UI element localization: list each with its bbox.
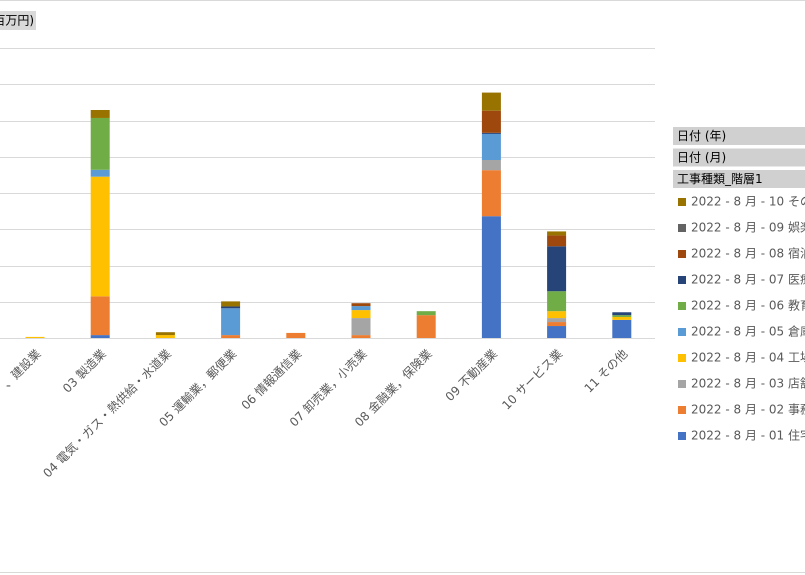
field-button-label[interactable]: 日付 (月) xyxy=(677,151,726,165)
bar-segment xyxy=(481,160,501,171)
bar-segment xyxy=(547,318,567,323)
bar-segment xyxy=(547,326,567,338)
legend-label: 2022 - 8 月 - 07 医療 xyxy=(691,273,805,287)
bar-segment xyxy=(25,336,45,338)
bar-segment xyxy=(221,308,241,336)
legend-label: 2022 - 8 月 - 03 店舗 xyxy=(691,377,805,391)
legend-label: 2022 - 8 月 - 01 住宅 xyxy=(691,428,805,443)
legend-label: 2022 - 8 月 - 05 倉庫 xyxy=(691,324,805,339)
legend-swatch xyxy=(678,406,686,414)
bar-segment xyxy=(90,296,110,336)
bar-segment xyxy=(90,169,110,177)
field-button[interactable] xyxy=(673,127,805,145)
bar-segment xyxy=(612,316,632,320)
legend-label: 2022 - 8 月 - 08 宿泊 xyxy=(691,246,805,261)
bar-segment xyxy=(547,322,567,327)
y-axis-title: 百万円) xyxy=(0,14,34,28)
field-button[interactable] xyxy=(673,148,805,167)
x-tick-label: 03 製造業 xyxy=(60,347,109,396)
legend-label: 2022 - 8 月 - 02 事務 xyxy=(691,403,805,417)
x-tick-label: 、建設業 xyxy=(0,346,44,391)
bar-segment xyxy=(481,133,501,161)
bar-segment xyxy=(351,335,371,338)
legend-swatch xyxy=(678,250,686,258)
bar-segment xyxy=(481,110,501,133)
bar-segment xyxy=(481,170,501,217)
bar-segment xyxy=(612,315,632,317)
field-button[interactable] xyxy=(673,170,805,188)
legend-swatch xyxy=(678,354,686,362)
bar-segment xyxy=(547,235,567,247)
axis-title-box xyxy=(0,11,36,30)
x-tick-label: 04 電気・ガス・熱供給・水道業 xyxy=(40,346,174,480)
legend-swatch xyxy=(678,380,686,388)
x-tick-label: 10 サービス業 xyxy=(499,347,565,413)
bar-segment xyxy=(155,335,175,338)
bar-segment xyxy=(547,246,567,292)
bar-segment xyxy=(547,231,567,236)
legend-label: 2022 - 8 月 - 10 その xyxy=(691,195,805,209)
bar-segment xyxy=(612,319,632,338)
bar-segment xyxy=(221,335,241,338)
legend-swatch xyxy=(678,224,686,232)
bar-segment xyxy=(90,176,110,297)
bar-segment xyxy=(481,132,501,134)
bar-segment xyxy=(90,109,110,118)
bar-segment xyxy=(221,306,241,309)
bar-segment xyxy=(481,92,501,111)
bar-segment xyxy=(416,311,436,316)
bar-segment xyxy=(90,117,110,170)
bar-segment xyxy=(90,335,110,338)
bar-segment xyxy=(547,291,567,312)
bar-segment xyxy=(351,318,371,336)
legend-label: 2022 - 8 月 - 04 工場 xyxy=(691,351,805,365)
bar-segment xyxy=(351,306,371,311)
x-tick-label: 06 情報通信業 xyxy=(239,347,305,413)
bar-segment xyxy=(416,315,436,338)
bar-segment xyxy=(286,332,306,338)
bar-segment xyxy=(221,301,241,307)
legend-swatch xyxy=(678,198,686,206)
legend-swatch xyxy=(678,328,686,336)
bar-segment xyxy=(481,216,501,338)
bar-segment xyxy=(155,332,175,336)
legend-label: 2022 - 8 月 - 06 教育 xyxy=(691,298,805,313)
legend-label: 2022 - 8 月 - 09 娯楽 xyxy=(691,221,805,235)
x-tick-label: 11 その他 xyxy=(582,347,631,396)
legend-swatch xyxy=(678,302,686,310)
legend-swatch xyxy=(678,432,686,440)
field-button-label[interactable]: 日付 (年) xyxy=(677,129,726,143)
bar-segment xyxy=(547,311,567,319)
x-tick-label: 09 不動産業 xyxy=(442,346,500,404)
bar-segment xyxy=(612,312,632,316)
bar-segment xyxy=(351,310,371,319)
field-button-label[interactable]: 工事種類_階層1 xyxy=(677,171,763,186)
legend-swatch xyxy=(678,276,686,284)
bar-segment xyxy=(351,303,371,307)
